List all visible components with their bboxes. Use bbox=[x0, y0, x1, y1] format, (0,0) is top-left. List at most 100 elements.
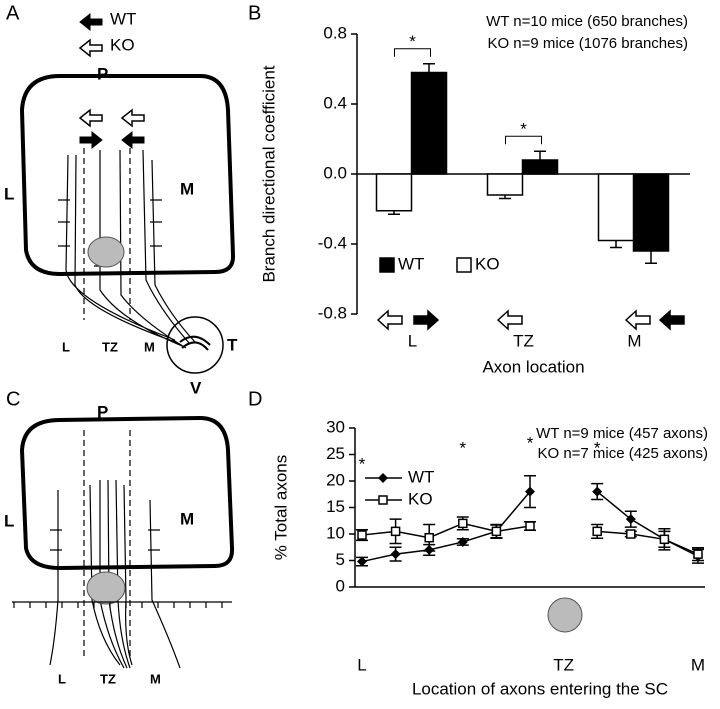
bar bbox=[521, 159, 559, 175]
ko-arrow bbox=[496, 309, 523, 331]
series-line bbox=[361, 522, 699, 555]
axon bbox=[65, 149, 196, 349]
y-tick-label: 15 bbox=[326, 497, 345, 516]
x-tick-label: M bbox=[691, 655, 705, 674]
panel-letter: B bbox=[248, 2, 261, 24]
point bbox=[390, 526, 401, 537]
panel-letter: D bbox=[248, 388, 262, 410]
diagram-label: V bbox=[190, 378, 202, 397]
legend-marker bbox=[378, 473, 388, 483]
diagram-label: P bbox=[97, 402, 108, 421]
diagram-label: M bbox=[180, 509, 194, 528]
error-bar bbox=[388, 210, 400, 215]
y-tick-label: 0.4 bbox=[323, 93, 347, 112]
significance-star: * bbox=[359, 455, 366, 474]
point bbox=[625, 514, 636, 525]
sample-note: KO n=9 mice (1076 branches) bbox=[487, 35, 688, 52]
x-tick-label: L bbox=[357, 655, 366, 674]
y-tick-label: 25 bbox=[326, 444, 345, 463]
y-tick-label: 20 bbox=[326, 470, 345, 489]
significance-star: * bbox=[459, 439, 466, 458]
wt-arrow bbox=[413, 309, 440, 331]
diagram-label: TZ bbox=[102, 339, 118, 354]
y-tick-label: 30 bbox=[326, 417, 345, 436]
diagram-label: L bbox=[4, 184, 14, 203]
legend-label: WT bbox=[398, 254, 424, 273]
y-axis-label: % Total axons bbox=[271, 455, 290, 561]
panel-c-diagram bbox=[12, 415, 235, 669]
legend-label: KO bbox=[408, 489, 433, 508]
point bbox=[525, 486, 535, 497]
retina bbox=[166, 316, 224, 374]
bar bbox=[486, 173, 524, 196]
y-tick-label: -0.4 bbox=[318, 233, 347, 252]
point bbox=[592, 526, 602, 537]
wt-arrow bbox=[121, 130, 145, 150]
error-bar bbox=[534, 150, 546, 160]
point bbox=[458, 518, 468, 529]
legend-marker bbox=[378, 495, 388, 505]
bar bbox=[632, 173, 670, 252]
entry-axis bbox=[12, 601, 232, 608]
diagram-label: T bbox=[227, 335, 238, 354]
x-axis-label: Axon location bbox=[482, 357, 584, 376]
axon bbox=[49, 479, 181, 669]
sample-note: WT n=10 mice (650 branches) bbox=[486, 13, 688, 30]
x-tick-label: L bbox=[408, 331, 417, 350]
ko-arrow bbox=[78, 108, 103, 128]
sc-outline bbox=[19, 74, 236, 277]
y-axis-label: Branch directional coefficient bbox=[259, 65, 278, 282]
retina-cells bbox=[179, 335, 211, 351]
panel-letter: A bbox=[6, 2, 20, 24]
point bbox=[357, 530, 367, 540]
ko-arrow bbox=[120, 108, 145, 128]
y-tick-label: -0.8 bbox=[318, 303, 347, 322]
x-tick-label: TZ bbox=[513, 331, 534, 350]
diagram-label: L bbox=[58, 671, 66, 686]
error-bar bbox=[423, 63, 435, 73]
error-bar bbox=[499, 195, 511, 200]
significance-bracket bbox=[505, 135, 542, 145]
point bbox=[659, 534, 670, 545]
sc-outline bbox=[19, 415, 235, 571]
y-tick-label: 5 bbox=[336, 550, 345, 569]
legend-label: WT bbox=[110, 9, 136, 28]
ko-arrow bbox=[376, 309, 403, 331]
y-tick-label: 0 bbox=[336, 576, 345, 595]
diagram-label: M bbox=[180, 179, 194, 198]
termination-zone bbox=[87, 236, 125, 268]
x-axis-label: Location of axons entering the SC bbox=[412, 679, 668, 698]
diagram-label: L bbox=[62, 339, 70, 354]
bar bbox=[410, 71, 448, 175]
x-tick-label: M bbox=[627, 331, 641, 350]
point bbox=[424, 532, 434, 543]
tz-marker bbox=[547, 597, 583, 633]
point bbox=[357, 556, 367, 567]
legend-label: WT bbox=[408, 467, 434, 486]
error-bar bbox=[645, 251, 657, 264]
wt-arrow bbox=[79, 12, 103, 32]
x-tick-label: TZ bbox=[553, 655, 574, 674]
point bbox=[693, 549, 703, 559]
termination-zone bbox=[86, 571, 126, 605]
branch bbox=[50, 529, 160, 551]
diagram-label: M bbox=[150, 671, 161, 686]
point bbox=[390, 549, 401, 560]
legend-swatch bbox=[379, 257, 395, 273]
y-tick-label: 0.8 bbox=[323, 23, 347, 42]
category-arrows bbox=[376, 309, 685, 331]
point bbox=[592, 486, 603, 497]
diagram-label: TZ bbox=[100, 671, 116, 686]
point bbox=[457, 536, 468, 547]
point bbox=[491, 526, 502, 537]
legend-swatch bbox=[456, 257, 472, 273]
sample-note: KO n=7 mice (425 axons) bbox=[537, 445, 708, 462]
y-tick-label: 0.0 bbox=[323, 163, 347, 182]
significance-star: * bbox=[520, 120, 527, 139]
y-tick-label: 10 bbox=[326, 523, 345, 542]
sample-note: WT n=9 mice (457 axons) bbox=[536, 425, 708, 442]
error-bar bbox=[610, 240, 622, 249]
legend-label: KO bbox=[475, 254, 500, 273]
bar bbox=[597, 173, 635, 242]
